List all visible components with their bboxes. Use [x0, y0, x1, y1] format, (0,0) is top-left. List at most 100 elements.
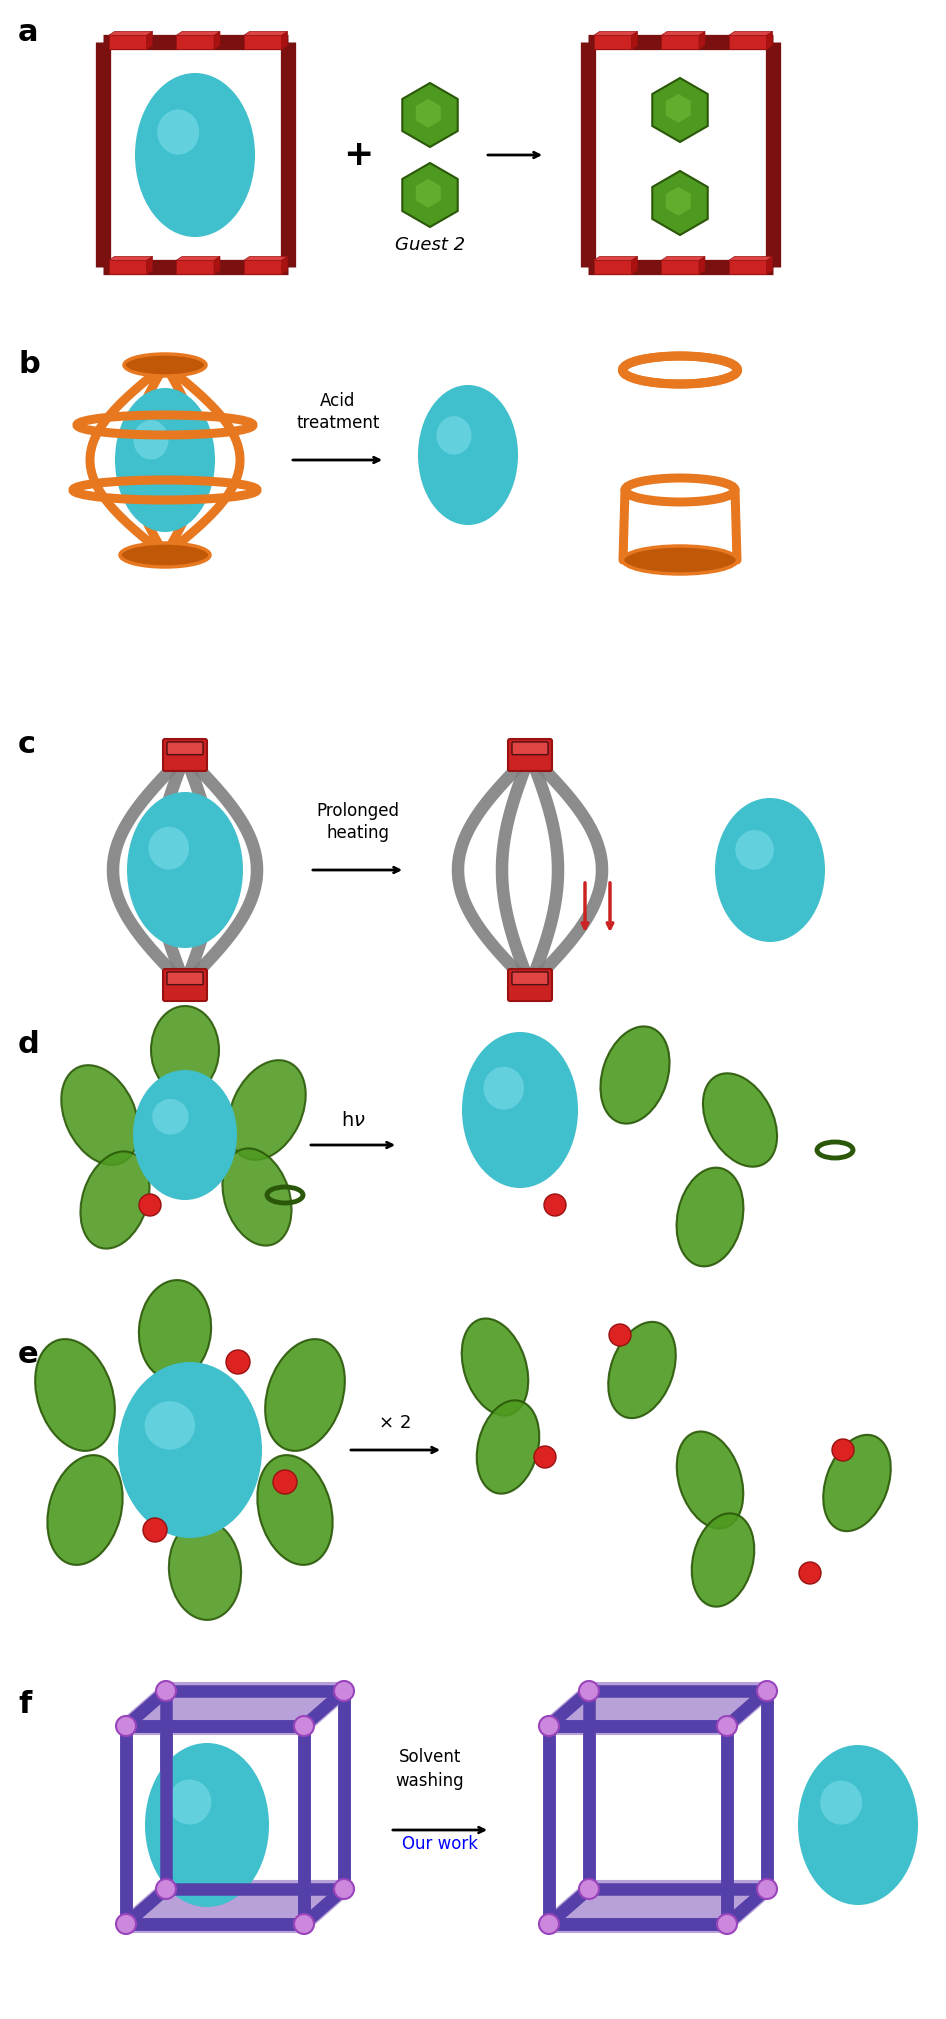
- Polygon shape: [147, 32, 152, 50]
- Polygon shape: [699, 256, 705, 275]
- Polygon shape: [243, 36, 282, 50]
- Ellipse shape: [294, 1914, 314, 1934]
- Ellipse shape: [120, 543, 210, 567]
- Polygon shape: [666, 93, 691, 123]
- Polygon shape: [632, 256, 638, 275]
- Ellipse shape: [676, 1431, 744, 1528]
- Ellipse shape: [539, 1914, 559, 1934]
- Ellipse shape: [116, 1716, 136, 1736]
- Polygon shape: [653, 172, 708, 234]
- Text: Solvent
washing: Solvent washing: [395, 1748, 464, 1791]
- Ellipse shape: [228, 1060, 306, 1159]
- Polygon shape: [728, 32, 773, 36]
- Ellipse shape: [169, 1520, 241, 1619]
- Text: Guest 2: Guest 2: [394, 236, 465, 254]
- FancyBboxPatch shape: [167, 743, 203, 755]
- Ellipse shape: [483, 1066, 524, 1110]
- Ellipse shape: [156, 1880, 176, 1900]
- Text: Our work: Our work: [402, 1835, 478, 1853]
- Ellipse shape: [168, 1779, 211, 1825]
- Ellipse shape: [757, 1880, 777, 1900]
- Text: b: b: [18, 349, 40, 380]
- Ellipse shape: [226, 1351, 250, 1375]
- Polygon shape: [661, 36, 699, 50]
- Polygon shape: [728, 36, 766, 50]
- Ellipse shape: [798, 1744, 918, 1906]
- Polygon shape: [109, 36, 147, 50]
- Text: c: c: [18, 731, 36, 759]
- Ellipse shape: [124, 353, 206, 376]
- Ellipse shape: [601, 1026, 670, 1125]
- Polygon shape: [593, 32, 638, 36]
- Ellipse shape: [436, 416, 471, 454]
- Ellipse shape: [757, 1682, 777, 1700]
- Text: d: d: [18, 1030, 40, 1060]
- Polygon shape: [109, 260, 147, 275]
- Polygon shape: [661, 32, 705, 36]
- Ellipse shape: [477, 1401, 539, 1494]
- Text: h$\nu$: h$\nu$: [341, 1110, 365, 1131]
- Polygon shape: [109, 32, 152, 36]
- Ellipse shape: [735, 830, 774, 870]
- Ellipse shape: [152, 1098, 188, 1135]
- Ellipse shape: [622, 545, 738, 573]
- Polygon shape: [282, 32, 288, 50]
- Ellipse shape: [133, 1070, 237, 1199]
- Ellipse shape: [222, 1149, 291, 1246]
- Polygon shape: [214, 32, 220, 50]
- Ellipse shape: [35, 1339, 114, 1452]
- Ellipse shape: [294, 1716, 314, 1736]
- Ellipse shape: [717, 1716, 737, 1736]
- Polygon shape: [402, 164, 458, 226]
- Polygon shape: [402, 83, 458, 147]
- Ellipse shape: [143, 1518, 167, 1543]
- Text: Prolonged
heating: Prolonged heating: [317, 802, 399, 842]
- Ellipse shape: [118, 1363, 262, 1538]
- Ellipse shape: [273, 1470, 297, 1494]
- Ellipse shape: [579, 1880, 599, 1900]
- Ellipse shape: [832, 1440, 854, 1462]
- Ellipse shape: [799, 1563, 821, 1585]
- Text: a: a: [18, 18, 39, 46]
- Polygon shape: [593, 260, 632, 275]
- Polygon shape: [282, 256, 288, 275]
- FancyBboxPatch shape: [163, 739, 207, 771]
- Ellipse shape: [717, 1914, 737, 1934]
- Polygon shape: [728, 260, 766, 275]
- Ellipse shape: [823, 1436, 891, 1530]
- Polygon shape: [416, 180, 441, 208]
- Ellipse shape: [418, 386, 518, 525]
- Polygon shape: [176, 260, 214, 275]
- Ellipse shape: [149, 826, 189, 870]
- FancyBboxPatch shape: [508, 739, 552, 771]
- Polygon shape: [766, 256, 773, 275]
- Text: Acid
treatment: Acid treatment: [296, 392, 379, 432]
- Polygon shape: [176, 256, 220, 260]
- Polygon shape: [593, 256, 638, 260]
- Ellipse shape: [539, 1716, 559, 1736]
- Ellipse shape: [115, 388, 215, 531]
- Ellipse shape: [156, 1682, 176, 1700]
- Text: f: f: [18, 1690, 31, 1718]
- Polygon shape: [176, 36, 214, 50]
- Ellipse shape: [609, 1324, 631, 1347]
- Polygon shape: [593, 36, 632, 50]
- FancyBboxPatch shape: [167, 971, 203, 985]
- Polygon shape: [147, 256, 152, 275]
- Ellipse shape: [80, 1151, 149, 1248]
- Text: e: e: [18, 1341, 39, 1369]
- Polygon shape: [661, 260, 699, 275]
- Polygon shape: [243, 256, 288, 260]
- FancyBboxPatch shape: [512, 743, 548, 755]
- Ellipse shape: [145, 1742, 269, 1908]
- FancyBboxPatch shape: [508, 969, 552, 1001]
- Polygon shape: [243, 260, 282, 275]
- Ellipse shape: [265, 1339, 345, 1452]
- Ellipse shape: [676, 1167, 744, 1266]
- Ellipse shape: [135, 73, 255, 236]
- Polygon shape: [728, 256, 773, 260]
- Ellipse shape: [703, 1074, 777, 1167]
- Polygon shape: [766, 32, 773, 50]
- Polygon shape: [653, 79, 708, 141]
- Ellipse shape: [334, 1880, 354, 1900]
